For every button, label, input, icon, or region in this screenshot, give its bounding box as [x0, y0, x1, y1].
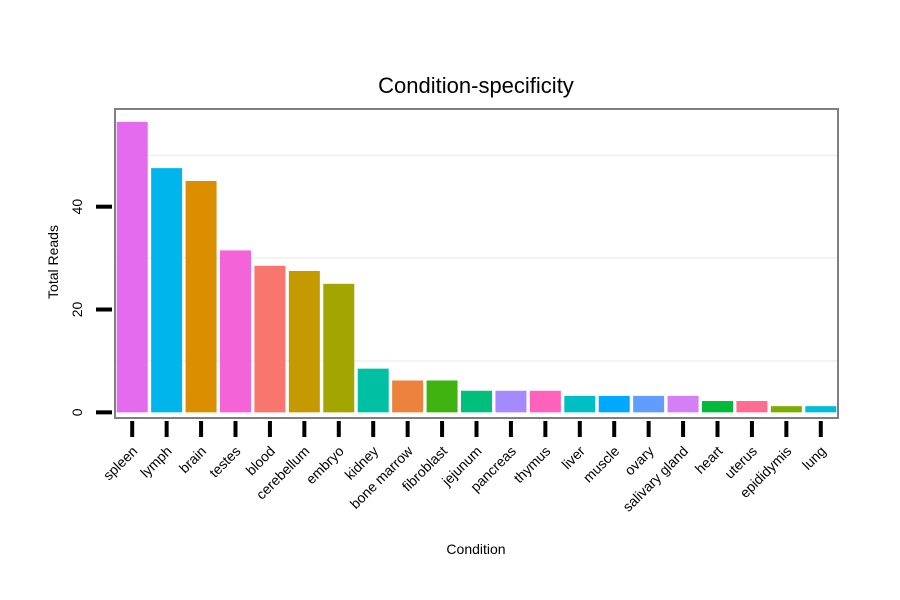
x-axis-label: Condition: [446, 541, 505, 557]
x-tick-label: heart: [692, 443, 726, 477]
bar-testes: [220, 250, 251, 413]
x-tick-label: spleen: [100, 443, 140, 483]
bar-ovary: [633, 395, 665, 413]
bar-fibroblast: [426, 380, 458, 413]
bar-jejunum: [461, 390, 492, 413]
bar-cerebellum: [288, 270, 320, 413]
bar-uterus: [736, 401, 768, 413]
bar-bone-marrow: [392, 380, 424, 413]
bar-brain: [185, 180, 217, 413]
bar-lung: [805, 406, 837, 413]
bar-liver: [564, 395, 596, 413]
x-tick-label: brain: [176, 443, 209, 476]
bar-epididymis: [770, 406, 802, 413]
bar-salivary-gland: [667, 395, 699, 413]
bar-blood: [254, 265, 286, 413]
y-tick-label: 20: [69, 302, 85, 318]
x-tick-label: testes: [206, 443, 244, 481]
x-tick-label: muscle: [580, 443, 623, 486]
bar-pancreas: [495, 390, 527, 413]
x-tick-label: lymph: [137, 443, 175, 481]
y-tick-label: 40: [69, 199, 85, 215]
x-tick-label: thymus: [510, 443, 553, 486]
bar-embryo: [323, 283, 355, 413]
plot-border: [114, 108, 839, 419]
bar-thymus: [529, 390, 561, 413]
bar-lymph: [151, 168, 183, 413]
x-tick-label: lung: [799, 443, 829, 473]
y-axis-label: Total Reads: [45, 225, 61, 299]
x-tick-label: embryo: [303, 443, 347, 487]
bar-spleen: [116, 121, 148, 413]
bar-kidney: [357, 368, 389, 413]
y-tick-label: 0: [69, 408, 85, 416]
chart-title: Condition-specificity: [378, 73, 574, 98]
bar-heart: [702, 401, 733, 413]
x-tick-label: liver: [558, 443, 588, 473]
bar-muscle: [598, 395, 630, 413]
